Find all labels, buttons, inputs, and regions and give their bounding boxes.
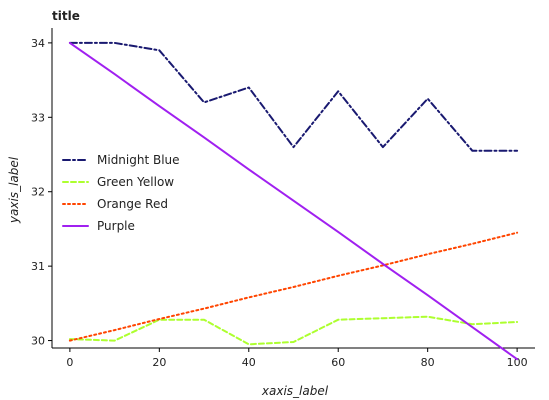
legend-label-green-yellow: Green Yellow [97,175,174,189]
chart-title: title [52,9,80,23]
legend-label-midnight-blue: Midnight Blue [97,153,180,167]
series-line-purple [68,41,519,361]
series-line-green-yellow [68,315,519,346]
axes: 30 31 32 33 34 0 20 40 60 80 100 [31,28,535,369]
x-tick-label: 40 [242,356,256,369]
legend-label-purple: Purple [97,219,135,233]
x-tick-label: 0 [66,356,73,369]
legend-label-orange-red: Orange Red [97,197,168,211]
x-tick-label: 60 [331,356,345,369]
y-tick-label: 34 [31,37,45,50]
series-lines [68,41,519,361]
series-line-orange-red [68,231,519,342]
y-axis-label: yaxis_label [7,156,21,224]
x-tick-label: 100 [507,356,528,369]
series-line-midnight-blue [68,41,519,152]
x-tick-label: 80 [421,356,435,369]
y-tick-label: 33 [31,111,45,124]
x-axis-label: xaxis_label [261,384,329,398]
legend: Midnight Blue Green Yellow Orange Red Purpl… [62,153,180,233]
y-tick-label: 32 [31,186,45,199]
y-tick-label: 31 [31,260,45,273]
y-tick-label: 30 [31,335,45,348]
x-tick-label: 20 [152,356,166,369]
